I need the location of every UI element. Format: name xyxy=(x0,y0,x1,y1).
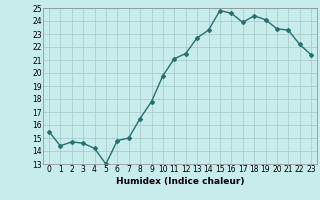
X-axis label: Humidex (Indice chaleur): Humidex (Indice chaleur) xyxy=(116,177,244,186)
